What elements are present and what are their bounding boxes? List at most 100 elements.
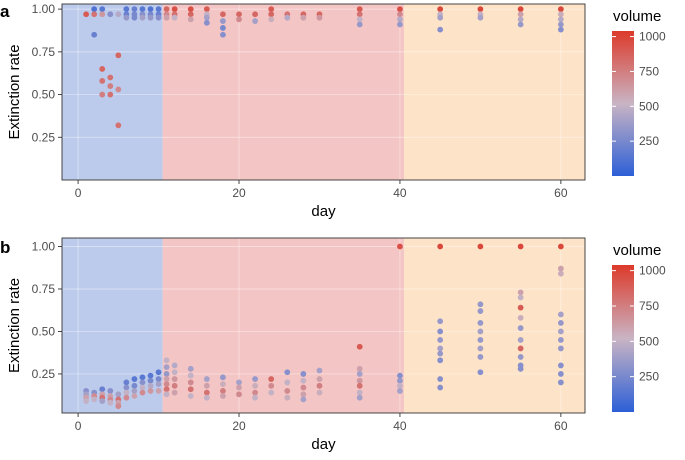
legend-title: volume <box>613 8 661 25</box>
data-point <box>284 369 291 376</box>
data-point <box>517 21 524 28</box>
plot-frame <box>61 237 586 414</box>
data-point <box>397 372 403 379</box>
x-tick-label: 60 <box>554 186 568 200</box>
data-point <box>115 403 122 410</box>
data-point <box>236 11 242 18</box>
data-point <box>437 376 444 382</box>
colorbar-tick-label: 1000 <box>639 30 666 44</box>
data-point <box>268 382 275 389</box>
data-point <box>131 6 138 13</box>
data-point <box>316 367 323 374</box>
y-tick-label: 0.50 <box>32 324 56 338</box>
data-point <box>437 384 444 391</box>
data-point <box>252 11 259 18</box>
background-band <box>62 4 163 180</box>
data-point <box>397 243 403 250</box>
data-point <box>123 394 130 401</box>
data-point <box>107 11 114 18</box>
data-point <box>147 388 154 394</box>
data-point <box>477 369 484 376</box>
data-point <box>284 14 291 21</box>
data-point <box>155 6 162 13</box>
colorbar <box>612 265 634 412</box>
data-point <box>83 11 90 18</box>
data-point <box>91 31 98 38</box>
colorbar <box>612 31 634 176</box>
data-point <box>147 372 154 379</box>
data-point <box>139 14 146 21</box>
data-point <box>252 394 259 401</box>
data-point <box>517 365 524 372</box>
x-tick-label: 60 <box>554 419 568 433</box>
data-point <box>236 391 242 398</box>
data-point <box>268 389 275 396</box>
data-point <box>397 388 403 394</box>
data-point <box>187 365 194 372</box>
data-point <box>356 371 363 377</box>
data-point <box>123 379 130 386</box>
data-point <box>139 389 146 396</box>
data-point <box>477 354 484 360</box>
data-point <box>477 301 484 308</box>
data-point <box>99 6 106 13</box>
data-point <box>300 14 307 21</box>
data-point <box>557 21 564 28</box>
colorbar-tick-label: 500 <box>639 334 659 348</box>
data-point <box>517 325 524 331</box>
data-point <box>437 345 444 352</box>
data-point <box>517 337 524 343</box>
x-tick-label: 0 <box>75 186 82 200</box>
colorbar-tick-label: 250 <box>639 134 659 148</box>
data-point <box>300 391 307 398</box>
data-point <box>123 6 130 13</box>
colorbar-tick-label: 500 <box>639 99 659 113</box>
data-point <box>123 389 130 396</box>
background-band <box>62 238 163 413</box>
data-point <box>356 394 363 401</box>
panel-b: 0.25 0.50 0.75 1.00 0 20 40 60 day Extinction rat… <box>0 237 586 453</box>
data-point <box>300 377 307 384</box>
data-point <box>517 304 524 311</box>
data-point <box>557 11 564 18</box>
panel-label: b <box>0 238 10 257</box>
y-tick-label: 0.75 <box>32 45 56 59</box>
data-point <box>203 389 210 396</box>
data-point <box>99 91 106 98</box>
data-point <box>437 6 444 13</box>
data-point <box>477 320 484 326</box>
data-point <box>163 391 170 398</box>
data-point <box>517 345 524 352</box>
data-point <box>203 14 210 21</box>
plot-frame <box>61 3 586 181</box>
data-point <box>477 243 484 250</box>
data-point <box>171 362 178 369</box>
data-point <box>131 14 138 21</box>
data-point <box>284 388 291 394</box>
data-point <box>163 357 170 364</box>
data-point <box>115 11 122 18</box>
data-point <box>107 91 114 98</box>
data-point <box>91 396 98 403</box>
x-axis-title: day <box>311 436 336 453</box>
data-point <box>115 86 122 93</box>
data-point <box>477 6 484 13</box>
data-point <box>300 396 307 403</box>
data-point <box>557 26 564 33</box>
data-point <box>557 6 564 13</box>
data-point <box>91 6 98 13</box>
data-point <box>356 365 363 372</box>
data-point <box>107 83 114 89</box>
data-point <box>268 376 275 382</box>
data-point <box>131 388 138 394</box>
data-point <box>99 77 106 84</box>
data-point <box>437 318 444 325</box>
x-tick-label: 20 <box>232 419 246 433</box>
data-point <box>517 11 524 18</box>
data-point <box>123 384 130 391</box>
data-point <box>147 382 154 389</box>
data-point <box>123 14 130 21</box>
colorbar-tick-label: 1000 <box>639 264 666 278</box>
data-point <box>91 11 98 18</box>
